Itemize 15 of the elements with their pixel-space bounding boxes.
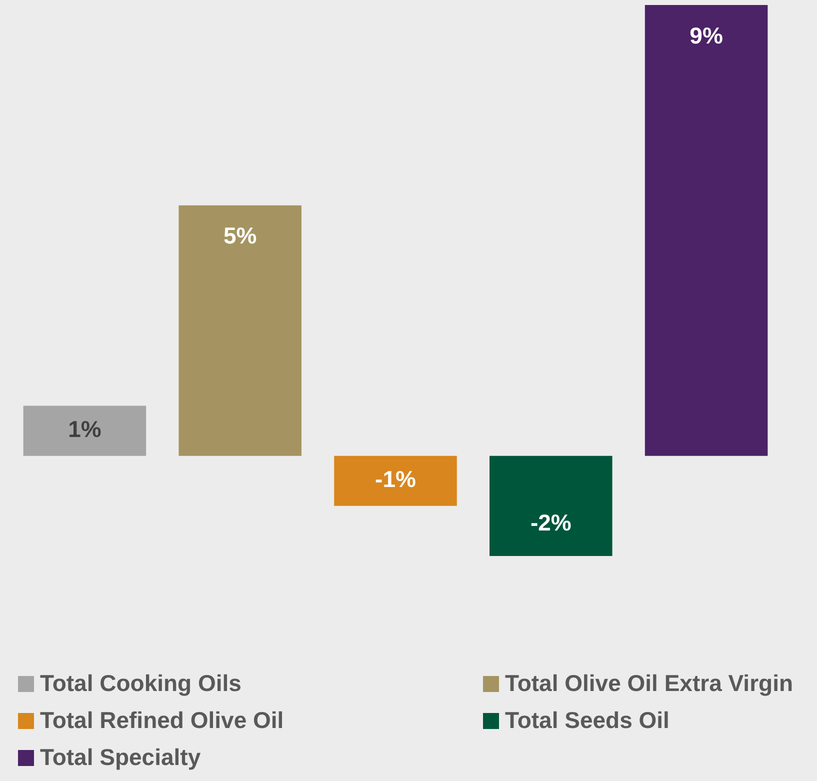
legend-label: Total Specialty (40, 744, 201, 771)
data-label: 5% (223, 222, 257, 249)
data-label: 1% (68, 416, 102, 442)
bar (334, 456, 457, 506)
data-label: -1% (375, 466, 416, 492)
legend-label: Total Seeds Oil (505, 707, 670, 734)
legend-label: Total Olive Oil Extra Virgin (505, 670, 794, 697)
bar (23, 406, 146, 456)
legend-label: Total Refined Olive Oil (40, 707, 284, 734)
bar (644, 5, 768, 456)
data-label: -2% (530, 509, 572, 536)
bar (178, 205, 302, 456)
data-label: 9% (690, 22, 723, 48)
legend-label: Total Cooking Oils (40, 670, 242, 697)
bar (490, 456, 612, 556)
